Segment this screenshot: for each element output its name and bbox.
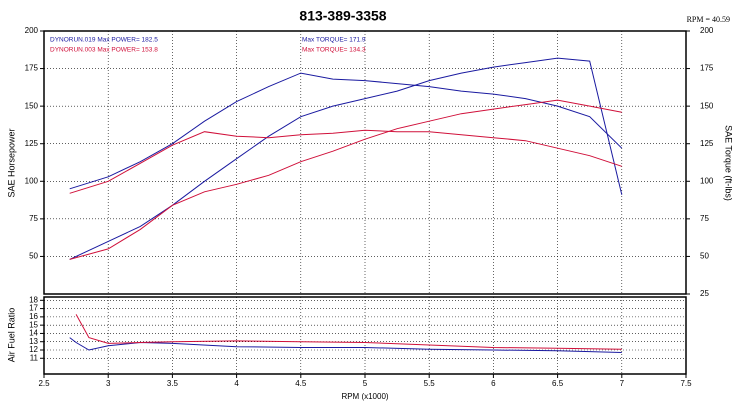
y2-tick-label: 25 <box>700 289 709 298</box>
y-tick-label: 175 <box>25 64 39 73</box>
legend-entry: DYNORUN.019 Max POWER= 182.5 <box>50 37 158 44</box>
series-line <box>69 99 622 260</box>
chart-title: 813-389-3358 <box>299 8 386 24</box>
y2-tick-label: 175 <box>700 64 714 73</box>
y-axis-label: SAE Horsepower <box>6 128 16 197</box>
x-tick-label: 3.5 <box>167 379 179 388</box>
x-tick-label: 6.5 <box>552 379 564 388</box>
y-tick-label: 18 <box>29 295 38 304</box>
y2-axis-label: SAE Torque (ft-lbs) <box>724 125 734 201</box>
y-tick-label: 50 <box>29 252 38 261</box>
x-tick-label: 6 <box>491 379 496 388</box>
y-tick-label: 11 <box>30 353 39 362</box>
x-tick-label: 2.5 <box>38 379 50 388</box>
y-tick-label: 100 <box>25 176 39 185</box>
x-tick-label: 4 <box>234 379 239 388</box>
x-axis-label: RPM (x1000) <box>341 392 388 401</box>
y-tick-label: 17 <box>29 304 38 313</box>
series-line <box>75 314 622 350</box>
y2-tick-label: 125 <box>700 139 714 148</box>
y-tick-label: 75 <box>29 214 38 223</box>
y2-tick-label: 100 <box>700 176 714 185</box>
legend-entry: Max TORQUE= 134.3 <box>302 47 366 54</box>
series-line <box>69 72 623 190</box>
x-tick-label: 5.5 <box>424 379 436 388</box>
y-tick-label: 200 <box>25 26 39 35</box>
y-tick-label: 16 <box>29 312 38 321</box>
x-tick-label: 7.5 <box>680 379 692 388</box>
y-tick-label: 14 <box>29 329 38 338</box>
y2-tick-label: 150 <box>700 101 714 110</box>
y2-tick-label: 75 <box>700 214 709 223</box>
series-line <box>69 337 622 353</box>
legend-entry: DYNORUN.003 Max POWER= 153.8 <box>50 47 158 54</box>
series-line <box>69 129 622 194</box>
y-tick-label: 15 <box>29 320 38 329</box>
y-tick-label: 12 <box>29 345 38 354</box>
y-tick-label: 125 <box>25 139 39 148</box>
x-tick-label: 5 <box>363 379 368 388</box>
y2-tick-label: 50 <box>700 252 709 261</box>
plot-frame <box>43 30 687 295</box>
plot-frame <box>43 296 687 375</box>
y2-tick-label: 200 <box>700 26 714 35</box>
y-tick-label: 13 <box>29 337 38 346</box>
annotation: RPM = 40.59 <box>687 15 730 24</box>
legend-entry: Max TORQUE= 171.9 <box>302 37 366 44</box>
x-tick-label: 3 <box>106 379 111 388</box>
y-axis-label: Air Fuel Ratio <box>6 308 16 363</box>
x-tick-label: 7 <box>620 379 625 388</box>
x-tick-label: 4.5 <box>295 379 307 388</box>
y-tick-label: 150 <box>25 101 39 110</box>
